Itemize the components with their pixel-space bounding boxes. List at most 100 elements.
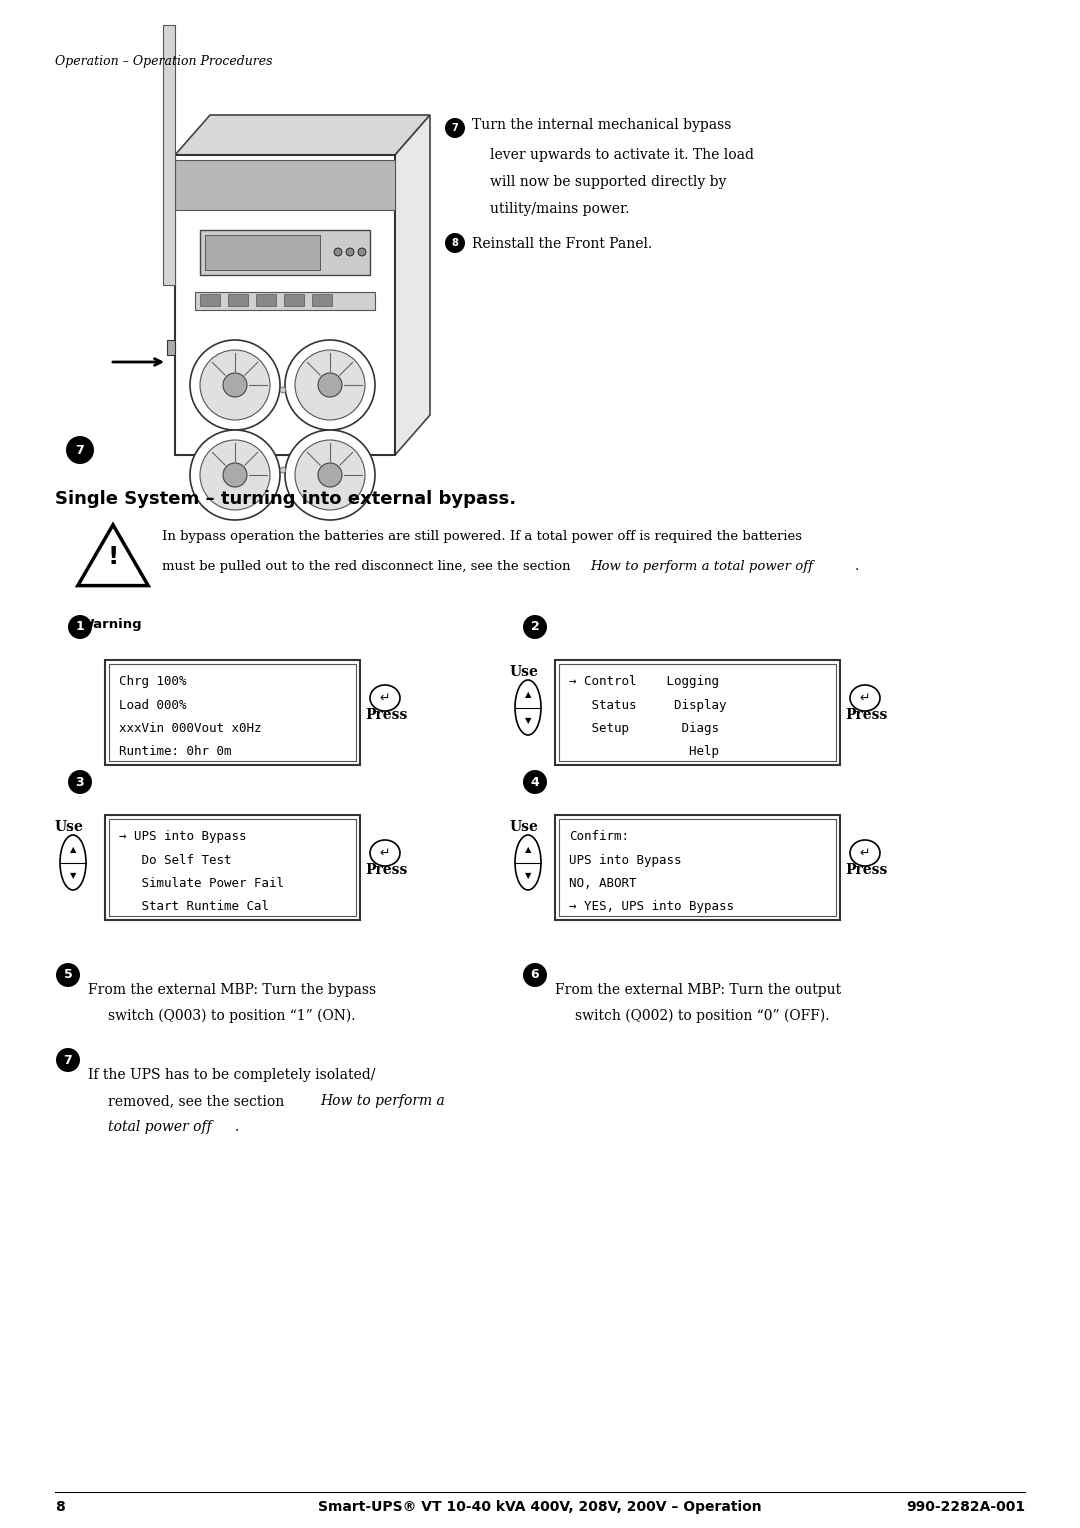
Text: Reinstall the Front Panel.: Reinstall the Front Panel. xyxy=(472,237,652,251)
Circle shape xyxy=(68,614,92,639)
Circle shape xyxy=(318,373,342,397)
Text: In bypass operation the batteries are still powered. If a total power off is req: In bypass operation the batteries are st… xyxy=(162,530,802,542)
Text: lever upwards to activate it. The load: lever upwards to activate it. The load xyxy=(490,148,754,162)
Bar xyxy=(256,293,276,306)
Circle shape xyxy=(68,770,92,795)
Text: 6: 6 xyxy=(530,969,539,981)
Text: 990-2282A-001: 990-2282A-001 xyxy=(906,1500,1025,1514)
Text: NO, ABORT: NO, ABORT xyxy=(569,877,636,889)
Text: 2: 2 xyxy=(530,620,539,634)
Text: switch (Q002) to position “0” (OFF).: switch (Q002) to position “0” (OFF). xyxy=(575,1008,829,1024)
Text: ↵: ↵ xyxy=(860,692,870,704)
Circle shape xyxy=(56,1048,80,1073)
Bar xyxy=(228,293,248,306)
Text: ▲: ▲ xyxy=(70,845,77,854)
Bar xyxy=(109,819,356,915)
Bar xyxy=(105,660,360,766)
Circle shape xyxy=(523,614,546,639)
Circle shape xyxy=(190,429,280,520)
Bar xyxy=(163,24,175,286)
Circle shape xyxy=(295,440,365,510)
Circle shape xyxy=(318,463,342,487)
Text: Use: Use xyxy=(55,821,84,834)
Circle shape xyxy=(280,468,286,474)
Text: How to perform a total power off: How to perform a total power off xyxy=(590,559,813,573)
Circle shape xyxy=(222,463,247,487)
Text: From the external MBP: Turn the bypass: From the external MBP: Turn the bypass xyxy=(87,983,376,996)
Text: Warning: Warning xyxy=(80,617,143,631)
Circle shape xyxy=(200,440,270,510)
Text: ▼: ▼ xyxy=(70,871,77,880)
Text: 1: 1 xyxy=(76,620,84,634)
Ellipse shape xyxy=(60,834,86,889)
Ellipse shape xyxy=(370,685,400,711)
Bar xyxy=(167,341,175,354)
Text: .: . xyxy=(235,1120,240,1134)
Text: Confirm:: Confirm: xyxy=(569,830,629,843)
Text: 8: 8 xyxy=(55,1500,65,1514)
Text: If the UPS has to be completely isolated/: If the UPS has to be completely isolated… xyxy=(87,1068,376,1082)
Circle shape xyxy=(66,435,94,465)
Text: Use: Use xyxy=(510,821,539,834)
Text: switch (Q003) to position “1” (ON).: switch (Q003) to position “1” (ON). xyxy=(108,1008,355,1024)
Circle shape xyxy=(334,248,342,257)
Text: Press: Press xyxy=(365,863,407,877)
Bar xyxy=(175,160,395,209)
Text: Chrg 100%: Chrg 100% xyxy=(119,675,187,689)
Text: ▼: ▼ xyxy=(525,715,531,724)
Text: → YES, UPS into Bypass: → YES, UPS into Bypass xyxy=(569,900,734,914)
Circle shape xyxy=(285,429,375,520)
Text: ↵: ↵ xyxy=(380,692,390,704)
Text: How to perform a: How to perform a xyxy=(320,1094,445,1108)
Ellipse shape xyxy=(370,840,400,866)
Text: will now be supported directly by: will now be supported directly by xyxy=(490,176,727,189)
Text: UPS into Bypass: UPS into Bypass xyxy=(569,854,681,866)
Circle shape xyxy=(445,118,465,138)
Text: Do Self Test: Do Self Test xyxy=(119,854,231,866)
Text: → UPS into Bypass: → UPS into Bypass xyxy=(119,830,246,843)
Text: Use: Use xyxy=(510,665,539,678)
Text: ▲: ▲ xyxy=(525,691,531,700)
Text: must be pulled out to the red disconnect line, see the section: must be pulled out to the red disconnect… xyxy=(162,559,575,573)
Text: Help: Help xyxy=(569,746,719,758)
Bar xyxy=(205,235,320,270)
Polygon shape xyxy=(78,524,148,585)
Bar xyxy=(555,660,840,766)
Text: !: ! xyxy=(107,545,119,568)
Text: Setup       Diags: Setup Diags xyxy=(569,721,719,735)
Bar xyxy=(105,814,360,920)
Polygon shape xyxy=(175,115,430,154)
Text: → Control    Logging: → Control Logging xyxy=(569,675,719,689)
Text: ▲: ▲ xyxy=(525,845,531,854)
Bar xyxy=(555,814,840,920)
Text: 5: 5 xyxy=(64,969,72,981)
Circle shape xyxy=(523,770,546,795)
Text: Load 000%: Load 000% xyxy=(119,698,187,712)
Circle shape xyxy=(280,387,286,393)
Bar xyxy=(200,231,370,275)
Circle shape xyxy=(295,350,365,420)
Text: Press: Press xyxy=(845,707,888,723)
Bar xyxy=(559,819,836,915)
Ellipse shape xyxy=(515,834,541,889)
Circle shape xyxy=(523,963,546,987)
Bar xyxy=(175,154,395,455)
Text: 7: 7 xyxy=(64,1053,72,1067)
Circle shape xyxy=(346,248,354,257)
Text: .: . xyxy=(855,559,860,573)
Ellipse shape xyxy=(515,680,541,735)
Ellipse shape xyxy=(850,840,880,866)
Text: Press: Press xyxy=(845,863,888,877)
Text: 7: 7 xyxy=(451,122,458,133)
Text: Smart-UPS® VT 10-40 kVA 400V, 208V, 200V – Operation: Smart-UPS® VT 10-40 kVA 400V, 208V, 200V… xyxy=(319,1500,761,1514)
Text: Single System – turning into external bypass.: Single System – turning into external by… xyxy=(55,490,516,507)
Text: Operation – Operation Procedures: Operation – Operation Procedures xyxy=(55,55,272,69)
Circle shape xyxy=(56,963,80,987)
Text: Turn the internal mechanical bypass: Turn the internal mechanical bypass xyxy=(472,118,731,131)
Circle shape xyxy=(190,341,280,429)
Text: Simulate Power Fail: Simulate Power Fail xyxy=(119,877,284,889)
Text: removed, see the section: removed, see the section xyxy=(108,1094,288,1108)
Circle shape xyxy=(445,232,465,254)
Text: ↵: ↵ xyxy=(860,847,870,859)
Text: Press: Press xyxy=(365,707,407,723)
